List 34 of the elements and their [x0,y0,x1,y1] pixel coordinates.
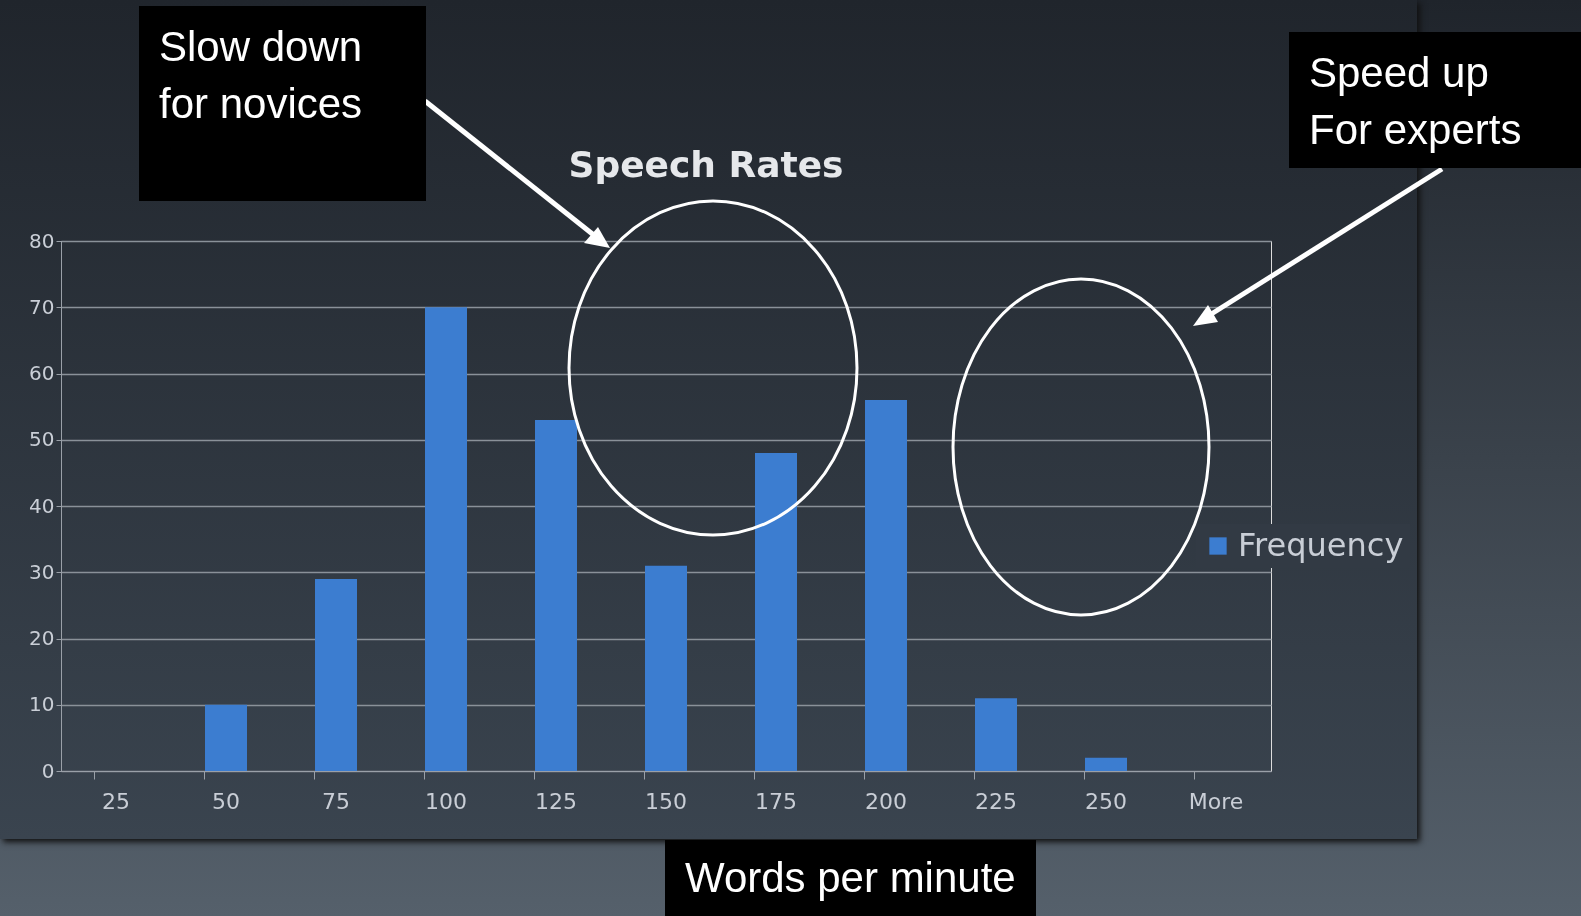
x-tick-label: 250 [1085,788,1127,814]
x-tick-label: 100 [425,788,467,814]
y-tick-label: 50 [29,427,55,452]
x-tick-label: More [1188,788,1244,814]
text: Slow down for novices [139,6,426,201]
bar [425,307,467,771]
legend-label: Frequency [1238,526,1404,564]
bar [315,578,357,771]
text: Speed up For experts [1289,32,1581,168]
y-tick-label: 80 [29,228,55,253]
x-axis-title: Words per minute [665,840,1036,916]
x-tick-label: 225 [975,788,1017,814]
bar [755,453,797,771]
x-tick-label: 175 [755,788,797,814]
bar [1085,757,1127,771]
y-tick-label: 0 [41,758,55,783]
y-tick-label: 30 [29,559,55,584]
y-tick-label: 60 [29,361,55,385]
bar [205,704,247,771]
x-tick-label: 150 [645,788,687,814]
chart-title: Speech Rates [568,144,844,185]
x-tick-label: 75 [322,788,350,814]
x-tick-label: 25 [102,788,130,814]
y-tick-label: 70 [29,294,55,319]
y-tick-label: 10 [29,692,55,717]
y-tick-label: 20 [29,626,55,650]
x-tick-label: 125 [535,788,577,814]
bar [645,565,687,771]
bar [975,698,1017,771]
bar [535,419,577,771]
x-tick-label: 50 [212,788,240,814]
x-tick-label: 200 [865,788,907,814]
bar [865,400,907,771]
y-tick-label: 40 [29,493,55,518]
